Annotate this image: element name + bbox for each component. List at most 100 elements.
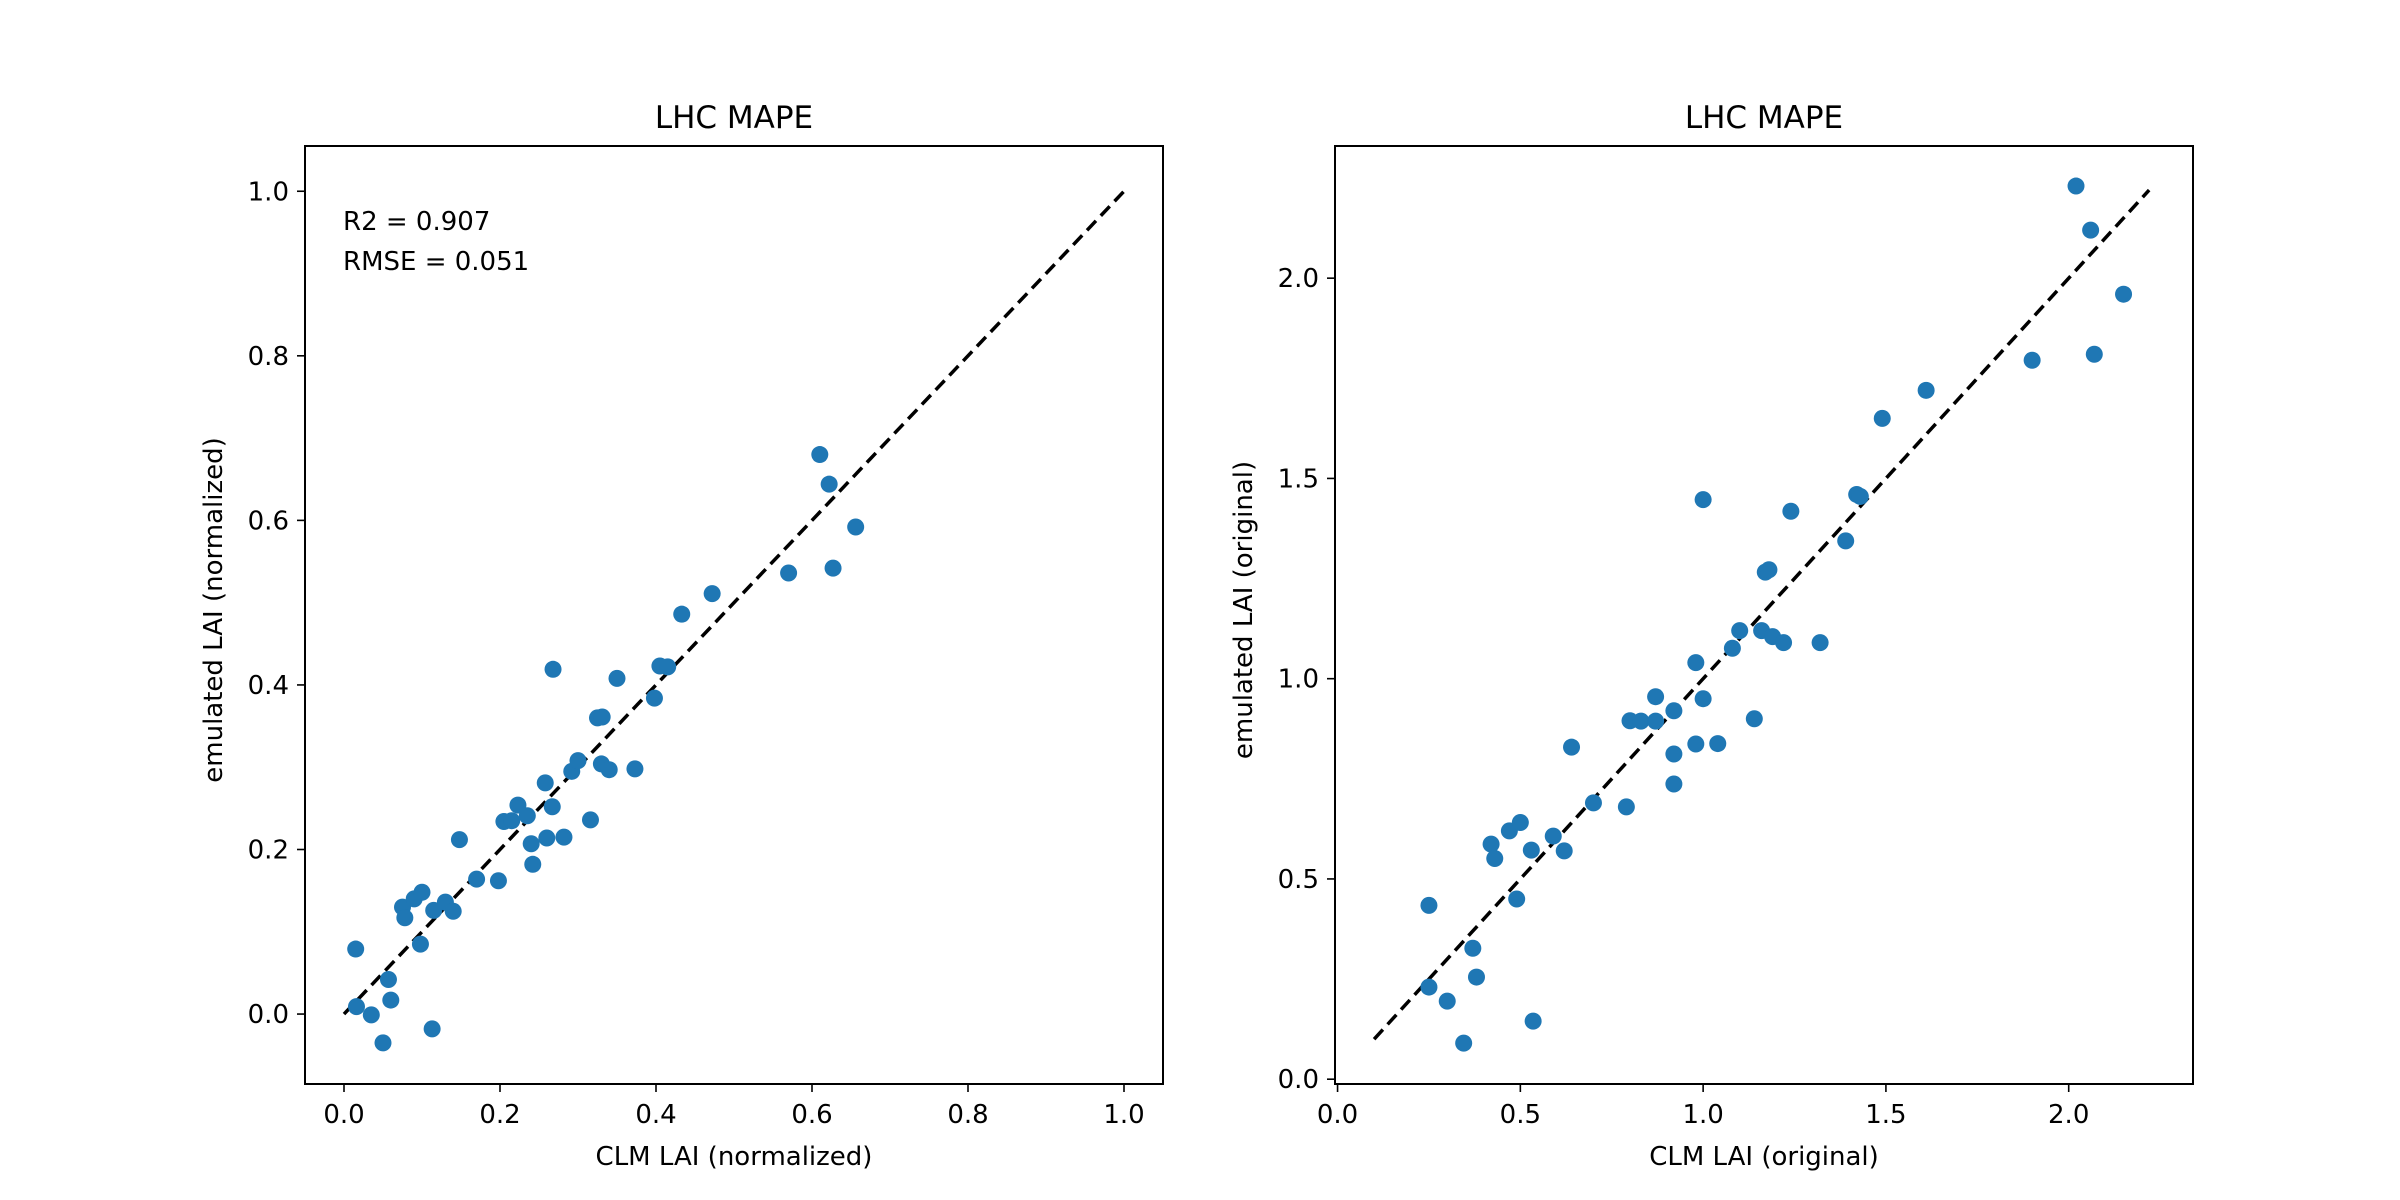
right-data-point (1555, 842, 1573, 860)
right-x-tick-label: 0.0 (1317, 1100, 1358, 1130)
left-data-point (503, 812, 521, 830)
right-data-point (1617, 798, 1635, 816)
left-y-ticks: 0.0 0.2 0.4 0.6 0.8 1.0 (248, 177, 305, 1030)
right-data-point (1632, 712, 1650, 730)
left-x-axis-label: CLM LAI (normalized) (596, 1142, 873, 1172)
right-x-tick-label: 2.0 (2048, 1100, 2089, 1130)
left-data-point (555, 828, 573, 846)
right-data-point (1731, 622, 1749, 640)
left-rmse-annotation: RMSE = 0.051 (343, 247, 529, 277)
left-x-tick-label: 0.2 (479, 1100, 520, 1130)
right-data-point (1563, 738, 1581, 756)
right-data-point (1544, 827, 1562, 845)
left-y-tick-label: 0.8 (248, 342, 289, 372)
left-data-point (522, 835, 540, 853)
left-data-point (347, 998, 365, 1016)
left-data-point (411, 935, 429, 953)
left-data-point (468, 870, 486, 888)
right-y-tick-label: 2.0 (1278, 264, 1319, 294)
left-data-point (413, 883, 431, 901)
left-plot-frame (304, 145, 1164, 1085)
right-data-point (1511, 813, 1529, 831)
left-data-point (608, 669, 626, 687)
right-x-ticks: 0.0 0.5 1.0 1.5 2.0 (1317, 1084, 2089, 1130)
right-x-tick-label: 1.0 (1682, 1100, 1723, 1130)
left-data-point (847, 518, 865, 536)
left-data-point (423, 1020, 441, 1038)
left-y-tick-label: 0.4 (248, 671, 289, 701)
right-data-point (1420, 978, 1438, 996)
left-data-point (544, 660, 562, 678)
left-scatter-panel: LHC MAPE CLM LAI (normalized) emulated L… (199, 100, 1164, 1172)
right-plot-frame (1334, 145, 2194, 1085)
left-r2-annotation: R2 = 0.907 (343, 207, 490, 237)
left-points (347, 446, 865, 1052)
right-y-tick-label: 0.0 (1278, 1065, 1319, 1095)
right-data-point (1811, 634, 1829, 652)
right-data-point (1438, 992, 1456, 1010)
right-y-tick-label: 0.5 (1278, 865, 1319, 895)
right-data-point (1873, 409, 1891, 427)
right-data-point (1917, 381, 1935, 399)
left-data-point (645, 689, 663, 707)
left-data-point (581, 811, 599, 829)
right-data-point (1760, 561, 1778, 579)
right-x-tick-label: 1.5 (1865, 1100, 1906, 1130)
left-x-tick-label: 1.0 (1103, 1100, 1144, 1130)
left-data-point (811, 446, 829, 464)
right-data-point (1464, 939, 1482, 957)
right-data-point (1486, 850, 1504, 868)
left-data-point (396, 909, 414, 927)
left-chart-title: LHC MAPE (655, 100, 813, 136)
right-data-point (1665, 702, 1683, 720)
right-data-point (1647, 712, 1665, 730)
right-data-point (2082, 221, 2100, 239)
left-y-axis-label: emulated LAI (normalized) (199, 437, 229, 782)
left-data-point (820, 475, 838, 493)
right-one-to-one-reference-line (1372, 188, 2151, 1041)
left-data-point (593, 708, 611, 726)
left-x-ticks: 0.0 0.2 0.4 0.6 0.8 1.0 (323, 1084, 1145, 1130)
left-y-tick-label: 0.2 (248, 836, 289, 866)
left-data-point (538, 829, 556, 847)
left-data-point (524, 855, 542, 873)
right-data-point (1687, 654, 1705, 672)
right-x-axis-label: CLM LAI (original) (1649, 1142, 1879, 1172)
left-data-point (543, 798, 561, 816)
left-x-tick-label: 0.4 (635, 1100, 676, 1130)
right-y-tick-label: 1.5 (1278, 464, 1319, 494)
right-scatter-panel: LHC MAPE CLM LAI (original) emulated LAI… (1229, 100, 2194, 1172)
left-data-point (569, 752, 587, 770)
right-data-point (1694, 690, 1712, 708)
left-data-point (659, 658, 677, 676)
left-y-tick-label: 0.6 (248, 506, 289, 536)
right-data-point (2067, 177, 2085, 195)
right-data-point (1775, 634, 1793, 652)
left-data-point (347, 940, 365, 958)
left-data-point (379, 971, 397, 989)
left-y-tick-label: 1.0 (248, 177, 289, 207)
left-data-point (536, 774, 554, 792)
right-data-point (1524, 1012, 1542, 1030)
left-data-point (489, 872, 507, 890)
left-data-point (600, 761, 618, 779)
right-y-ticks: 0.0 0.5 1.0 1.5 2.0 (1278, 264, 1335, 1095)
right-data-point (1709, 735, 1727, 753)
right-data-point (1694, 491, 1712, 509)
right-chart-title: LHC MAPE (1685, 100, 1843, 136)
right-data-point (1665, 775, 1683, 793)
right-data-point (1665, 745, 1683, 763)
right-data-point (1745, 710, 1763, 728)
left-data-point (374, 1034, 392, 1052)
left-data-point (824, 559, 842, 577)
right-data-point (1837, 532, 1855, 550)
left-data-point (450, 831, 468, 849)
right-y-tick-label: 1.0 (1278, 665, 1319, 695)
right-data-point (1467, 968, 1485, 986)
right-data-point (1508, 890, 1526, 908)
right-y-axis-label: emulated LAI (original) (1229, 461, 1259, 759)
left-x-tick-label: 0.0 (323, 1100, 364, 1130)
left-x-tick-label: 0.6 (791, 1100, 832, 1130)
right-data-point (2085, 345, 2103, 363)
